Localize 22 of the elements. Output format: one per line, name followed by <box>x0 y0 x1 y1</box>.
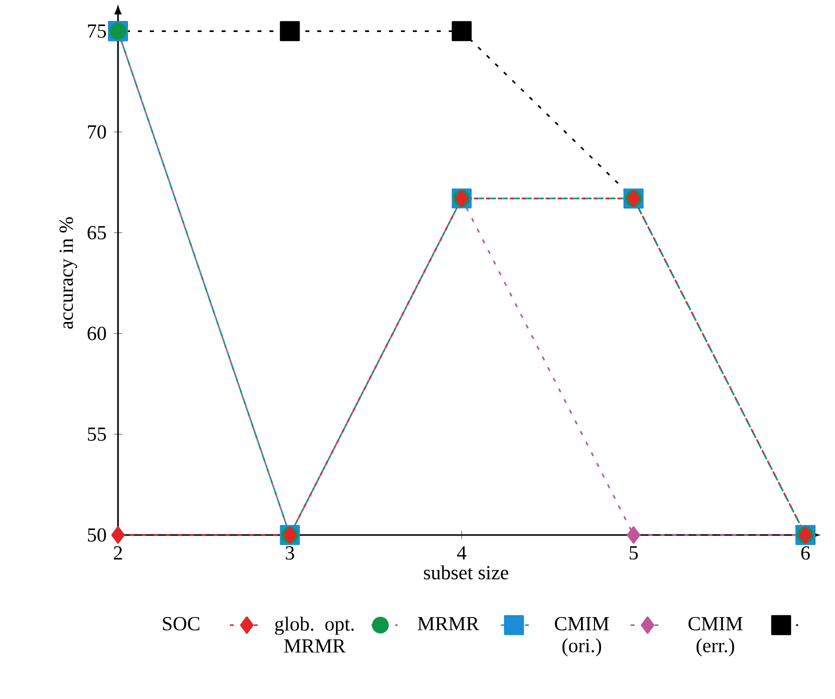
y-axis-title: accuracy in % <box>60 217 78 329</box>
x-tick-label: 6 <box>801 546 810 560</box>
point <box>280 21 300 42</box>
legend-label: CMIM (err.) <box>688 617 742 656</box>
x-tick-label: 5 <box>630 546 638 560</box>
y-tick-label: 60 <box>88 326 106 340</box>
y-tick-label: 50 <box>88 528 106 542</box>
legend-label: CMIM (ori.) <box>554 617 609 656</box>
point <box>626 526 640 544</box>
legend-label: glob. opt. MRMR <box>275 616 354 652</box>
legend-label: MRMR <box>418 617 480 630</box>
y-tick-label: 55 <box>88 428 106 441</box>
point <box>452 21 472 42</box>
x-axis-title: subset size <box>424 565 508 580</box>
y-tick-label: 65 <box>88 226 106 240</box>
y-tick-label: 70 <box>88 125 106 139</box>
x-tick-label: 3 <box>286 546 294 560</box>
x-tick-label: 4 <box>457 546 466 560</box>
legend-label: SOC <box>163 617 200 630</box>
point <box>111 526 125 544</box>
x-tick-label: 2 <box>114 546 122 560</box>
y-tick-label: 75 <box>88 24 106 38</box>
